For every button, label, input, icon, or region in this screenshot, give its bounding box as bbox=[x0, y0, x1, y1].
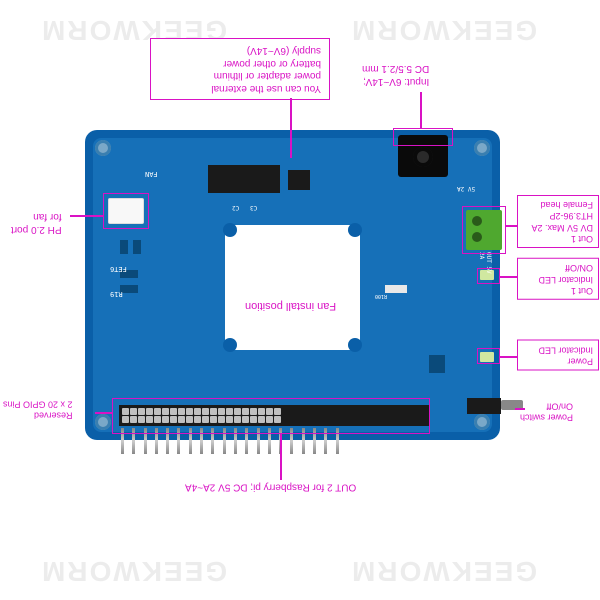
leader-line bbox=[95, 412, 112, 414]
power-led-callout: Power Indicator LED bbox=[517, 340, 599, 371]
power-switch[interactable] bbox=[467, 398, 501, 414]
smd bbox=[120, 285, 138, 293]
ext-power-callout: You can use the external power adapter o… bbox=[150, 38, 330, 100]
watermark: GEEKWORM bbox=[350, 555, 537, 587]
smd bbox=[120, 240, 128, 254]
out2-callout: OUT 2 for Raspberry pi; DC 5V 2A~4A bbox=[185, 480, 356, 493]
ph20-callout: PH 2.0 port for fan bbox=[11, 210, 62, 235]
silkscreen: R100 bbox=[375, 293, 387, 299]
leader-line bbox=[70, 215, 103, 217]
ic-chip bbox=[208, 165, 280, 193]
fan-conn-highlight bbox=[103, 193, 149, 229]
green-highlight bbox=[462, 206, 506, 254]
pcb-board: FAN FET6 R19 5V 2A OUT 5V 2A R100 C2 C3 bbox=[85, 130, 500, 440]
fan-cutout bbox=[225, 225, 360, 350]
reserved-callout: Reserved 2 x 20 GPIO Pins bbox=[3, 398, 73, 421]
leader-line bbox=[515, 408, 525, 410]
input-callout: Input: 6V~14V; DC 5.5/2.1 mm bbox=[362, 62, 429, 87]
smd bbox=[429, 355, 445, 373]
smd bbox=[385, 285, 407, 293]
power-sw-callout: Power switch On/Off bbox=[520, 400, 573, 423]
leader-line bbox=[420, 92, 422, 128]
ic-chip bbox=[288, 170, 310, 190]
mount-hole bbox=[474, 414, 490, 430]
fan-install-label: Fan install position bbox=[245, 300, 336, 312]
leader-line bbox=[500, 276, 517, 278]
silkscreen: FAN bbox=[145, 170, 158, 178]
led1-highlight bbox=[477, 268, 500, 284]
gpio-highlight bbox=[112, 398, 430, 434]
mount-hole bbox=[95, 414, 111, 430]
silkscreen: C2 bbox=[232, 204, 239, 211]
leader-line bbox=[280, 434, 282, 480]
dc-highlight bbox=[393, 128, 453, 146]
silkscreen: C3 bbox=[250, 204, 257, 211]
silkscreen: 5V 2A bbox=[457, 185, 475, 192]
mount-hole bbox=[95, 140, 111, 156]
silkscreen: R19 bbox=[110, 290, 123, 298]
silkscreen: FET6 bbox=[110, 265, 127, 273]
out1-callout: Out 1 DV 5V Max. 2A HT3.96-2P Female hea… bbox=[517, 195, 599, 248]
leader-line bbox=[290, 98, 292, 158]
watermark: GEEKWORM bbox=[350, 14, 537, 46]
mount-hole bbox=[474, 140, 490, 156]
out1-led-callout: Out 1 Indicator LED ON/Off bbox=[517, 258, 599, 300]
led2-highlight bbox=[477, 348, 500, 364]
smd bbox=[133, 240, 141, 254]
leader-line bbox=[500, 356, 517, 358]
leader-line bbox=[506, 225, 518, 227]
watermark: GEEKWORM bbox=[40, 555, 227, 587]
